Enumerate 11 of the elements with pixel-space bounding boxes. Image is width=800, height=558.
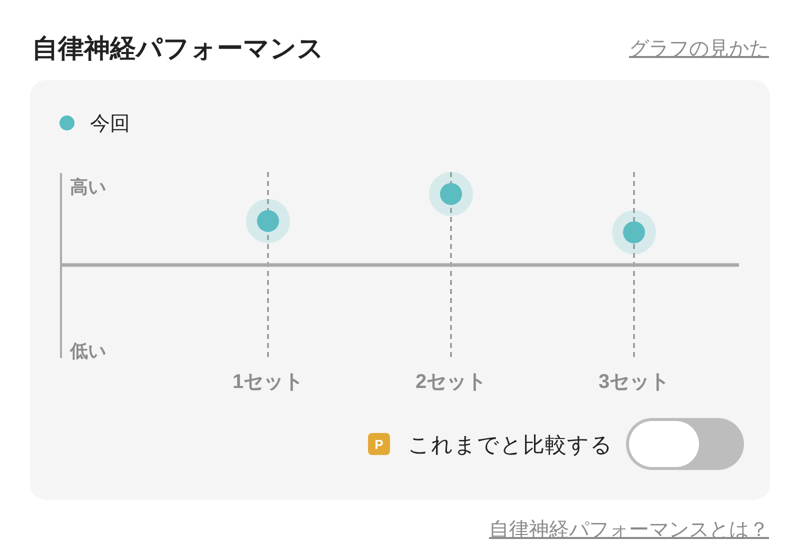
- x-tick-label: 1セット: [232, 371, 304, 393]
- text: 自律神経パフォーマンスとは？: [489, 519, 769, 541]
- legend-label: 今回: [90, 113, 130, 135]
- text: グラフの見かた: [629, 38, 769, 60]
- text: これまでと比較する: [408, 433, 613, 457]
- annotation: 高い: [70, 177, 106, 197]
- text: P: [374, 437, 384, 452]
- x-tick-label: 2セット: [415, 371, 487, 393]
- x-tick-label: 3セット: [598, 371, 670, 393]
- text: 低い: [69, 341, 106, 361]
- chart-title: 自律神経パフォーマンス: [32, 33, 324, 63]
